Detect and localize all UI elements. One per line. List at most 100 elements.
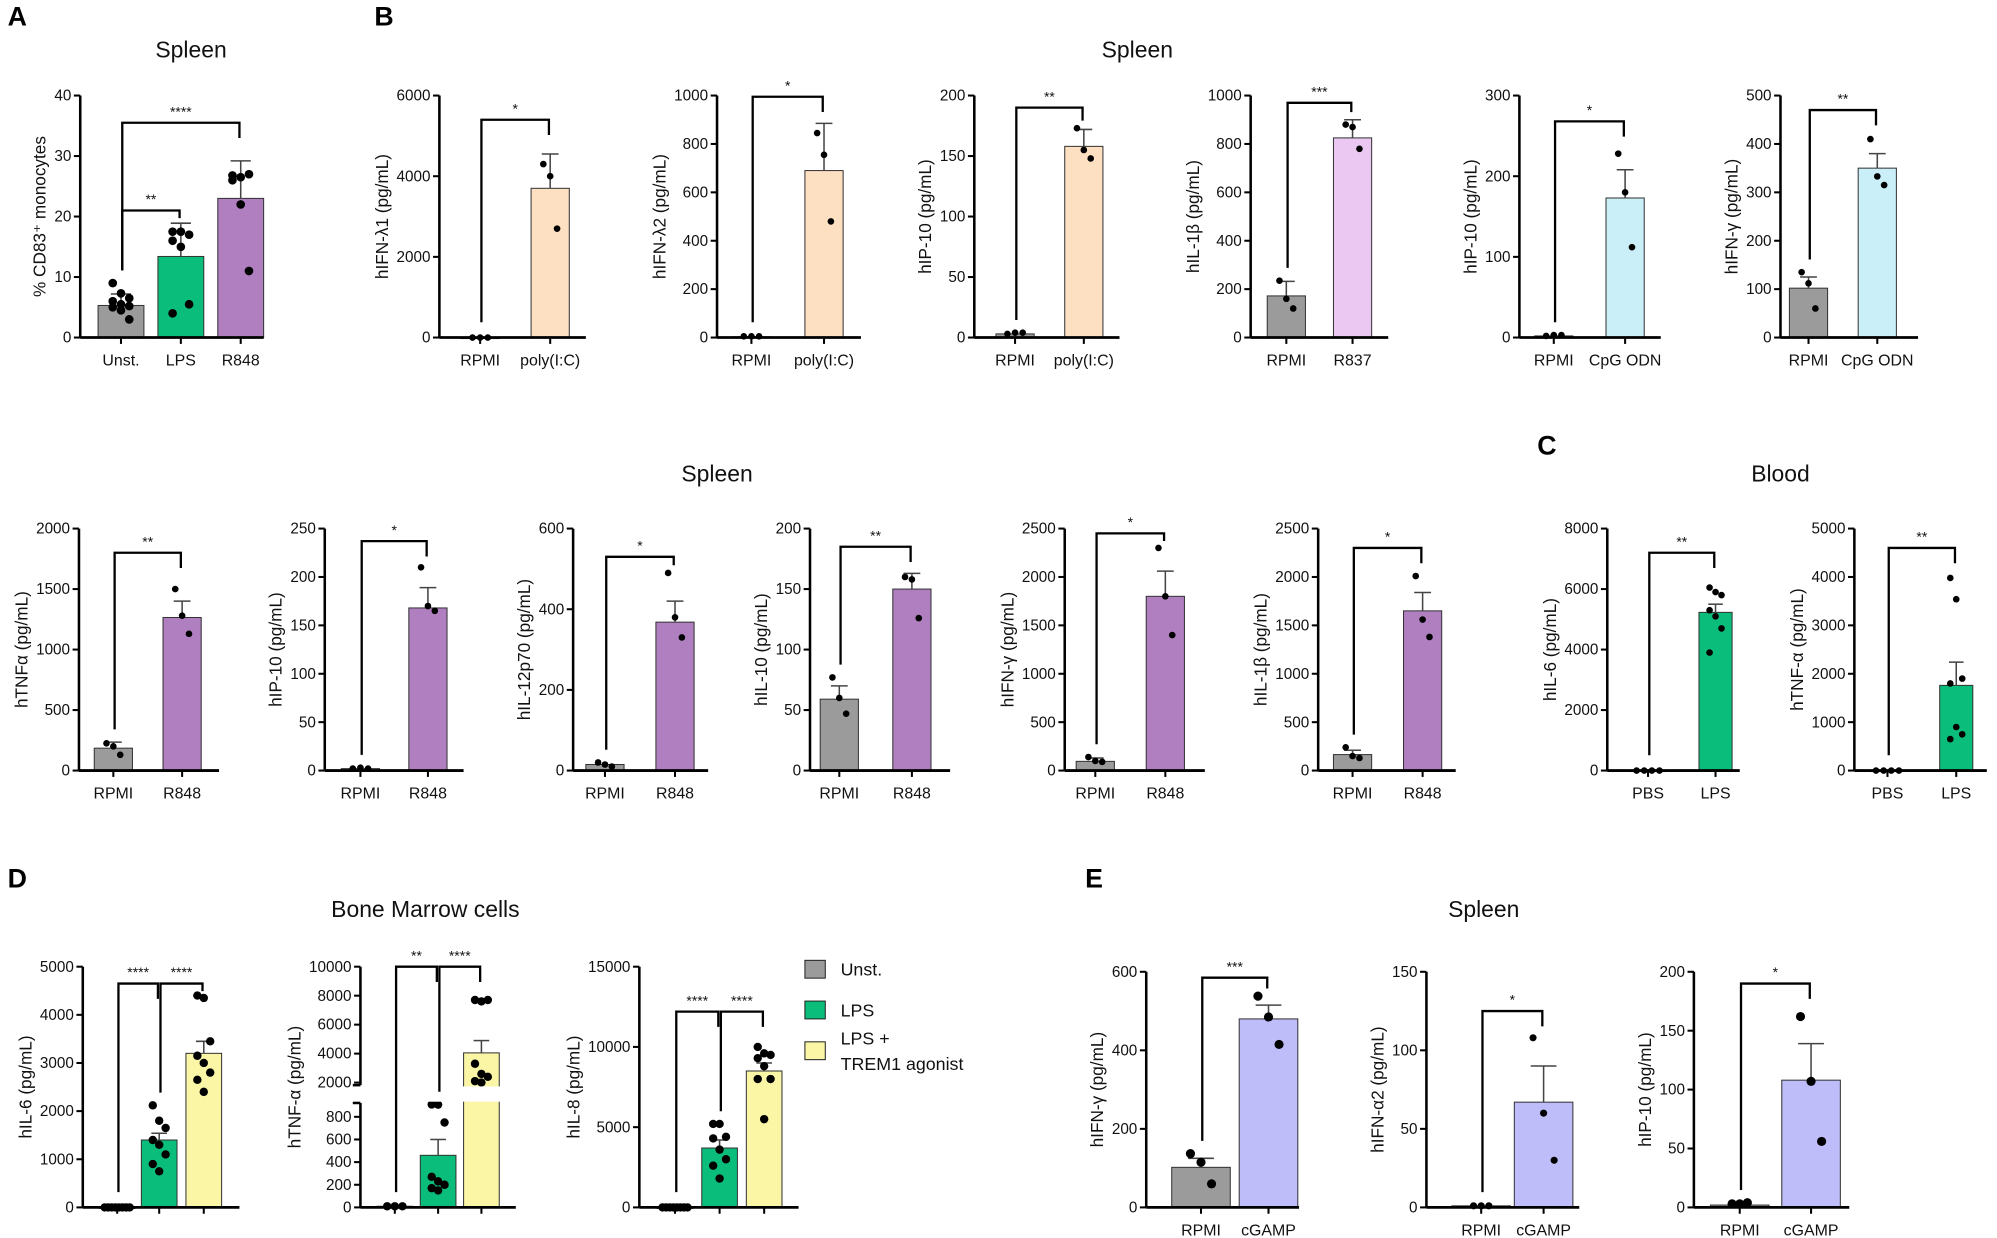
- data-point: [1168, 631, 1176, 639]
- y-axis-label: hIL-6 (pg/mL): [15, 1035, 35, 1138]
- chart-a-0: 0 10 20 30 40 % CD83⁺ monocytes Unst. LPS R848 **…: [30, 88, 265, 370]
- x-tick-label: poly(I:C): [1054, 353, 1114, 370]
- significance-label: *: [1510, 992, 1516, 1008]
- y-tick-label: 1000: [1275, 666, 1309, 683]
- x-tick-label: CpG ODN: [1841, 353, 1913, 370]
- significance-bracket: [480, 118, 551, 323]
- data-point: [1873, 173, 1881, 180]
- bar-poly-i-c-: [530, 187, 570, 339]
- y-tick-label: 200: [776, 521, 801, 538]
- y-tick-label: 1500: [1275, 617, 1309, 634]
- data-point: [148, 1135, 157, 1145]
- data-point: [1342, 121, 1349, 128]
- data-point: [228, 171, 237, 180]
- significance-label: ****: [170, 103, 192, 119]
- chart-b2-9: 0 200 400 600 hIL-12p70 (pg/mL) RPMI R848 *: [514, 521, 709, 803]
- bar-cgamp: [1238, 1018, 1299, 1208]
- significance-bracket: [1648, 551, 1716, 756]
- data-point: [193, 1051, 202, 1060]
- data-point: [1196, 1157, 1206, 1167]
- x-tick-label: R848: [1404, 786, 1442, 803]
- y-tick-label: 100: [1746, 281, 1771, 298]
- data-point: [813, 129, 821, 137]
- data-point: [553, 225, 561, 232]
- data-point: [1742, 1198, 1752, 1208]
- y-axis-label: hIL-8 (pg/mL): [563, 1035, 583, 1138]
- data-point: [116, 305, 126, 315]
- significance-label: *: [391, 522, 397, 538]
- data-point: [103, 740, 110, 747]
- y-axis-label: % CD83⁺ monocytes: [30, 136, 50, 297]
- panel-letter-b: B: [374, 2, 393, 32]
- y-tick-label: 400: [326, 1154, 351, 1171]
- data-point: [1091, 757, 1099, 765]
- y-tick-label: 50: [1668, 1141, 1685, 1158]
- bar-rpmi: [1171, 1166, 1231, 1208]
- x-tick-label: RPMI: [1333, 786, 1373, 803]
- x-tick-label: RPMI: [460, 353, 500, 370]
- y-tick-label: 2000: [1564, 702, 1598, 719]
- y-tick-label: 100: [1392, 1042, 1417, 1059]
- data-point: [483, 1072, 493, 1081]
- data-point: [178, 612, 186, 619]
- significance-label: **: [411, 947, 422, 963]
- bar-poly-i-c-: [804, 170, 844, 339]
- bar-r848: [655, 621, 695, 772]
- y-tick-label: 15000: [588, 959, 630, 976]
- title-e: Spleen: [1448, 896, 1519, 922]
- y-axis-label: hIL-1β (pg/mL): [1183, 160, 1203, 273]
- chart-b-2: 0 200 400 600 800 1000 hIFN-λ2 (pg/mL) RPMI poly…: [650, 77, 861, 370]
- y-tick-label: 10000: [309, 959, 351, 976]
- data-point: [168, 309, 177, 318]
- x-tick-label: cGAMP: [1516, 1222, 1571, 1238]
- data-point: [759, 1061, 769, 1071]
- data-point: [1621, 189, 1629, 196]
- data-point: [1946, 680, 1954, 687]
- data-point: [540, 160, 547, 168]
- y-tick-label: 100: [940, 209, 965, 226]
- y-tick-label: 3000: [1811, 617, 1845, 634]
- x-tick-label: CpG ODN: [1589, 353, 1661, 370]
- significance-label: ****: [171, 964, 193, 980]
- significance-label: ***: [1227, 958, 1244, 974]
- y-tick-label: 800: [1216, 136, 1241, 153]
- data-point: [753, 1042, 762, 1052]
- y-axis-label: hIL-6 (pg/mL): [1540, 598, 1560, 701]
- data-point: [1946, 574, 1954, 582]
- data-point: [820, 151, 828, 159]
- data-point: [715, 1145, 724, 1154]
- significance-label: **: [1837, 91, 1848, 107]
- data-point: [176, 242, 186, 252]
- data-point: [185, 630, 193, 638]
- legend-label-lps-trem1-line2: TREM1 agonist: [841, 1054, 964, 1074]
- chart-b-1: 0 2000 4000 6000 hIFN-λ1 (pg/mL) RPMI poly(I:C…: [372, 88, 586, 370]
- legend-swatch-lps-trem1: [804, 1041, 826, 1061]
- y-tick-label: 1000: [1208, 88, 1242, 105]
- panel-letter-d: D: [8, 864, 27, 894]
- significance-label: ****: [449, 947, 471, 963]
- data-point: [842, 710, 850, 718]
- x-tick-label: LPS: [166, 353, 196, 370]
- y-tick-label: 200: [326, 1177, 351, 1194]
- y-tick-label: 2000: [40, 1103, 74, 1120]
- data-point: [1276, 277, 1283, 284]
- y-tick-label: 600: [1216, 184, 1241, 201]
- data-point: [1958, 730, 1966, 738]
- data-point: [161, 1123, 170, 1133]
- data-point: [708, 1161, 718, 1170]
- x-tick-label: R837: [1334, 353, 1372, 370]
- y-tick-label: 200: [1485, 168, 1510, 185]
- bar-lps: [157, 255, 205, 339]
- x-tick-label: cGAMP: [1784, 1222, 1839, 1238]
- data-point: [1712, 612, 1719, 620]
- data-point: [244, 169, 254, 179]
- data-point: [440, 1118, 449, 1127]
- y-tick-label: 50: [948, 269, 965, 286]
- y-axis-label: hIFN-λ1 (pg/mL): [372, 154, 392, 279]
- data-point: [477, 1069, 486, 1079]
- data-point: [901, 573, 909, 581]
- bar-cpg-odn: [1857, 167, 1897, 339]
- y-tick-label: 50: [299, 714, 316, 731]
- data-point: [154, 1167, 164, 1176]
- y-tick-label: 600: [326, 1132, 351, 1149]
